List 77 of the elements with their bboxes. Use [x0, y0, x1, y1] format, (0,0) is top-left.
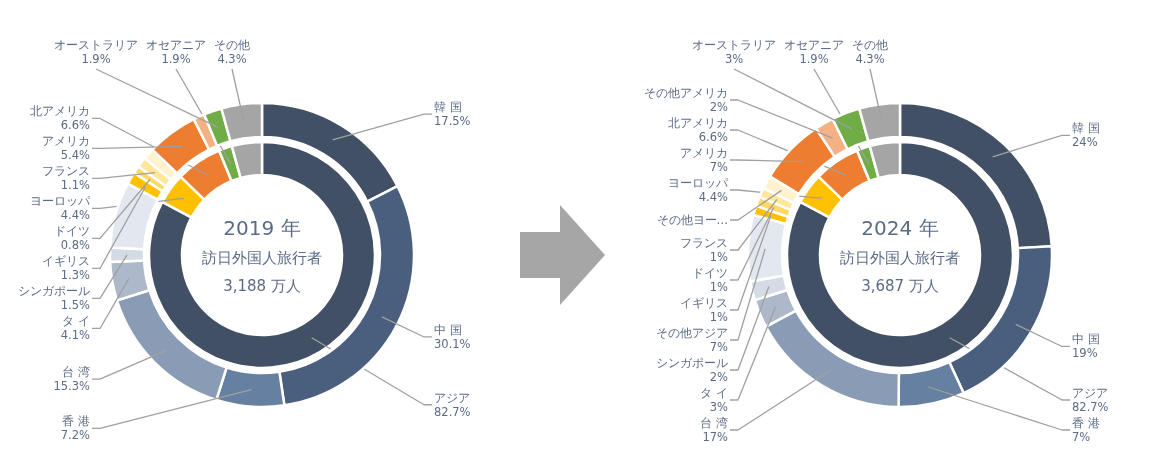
- slice-label: 香 港: [62, 414, 90, 429]
- donut-slice: [147, 140, 377, 370]
- slice-label: オーストラリア: [54, 38, 138, 52]
- slice-label: オーストラリア: [692, 38, 776, 52]
- slice-label: 中 国: [434, 322, 462, 337]
- slice-label: 北アメリカ: [30, 104, 90, 119]
- slice-label: アジア: [1072, 386, 1108, 400]
- data-label: 82.7%: [1072, 400, 1109, 414]
- text: 3,687 万人: [861, 277, 939, 295]
- data-label: 24%: [1072, 135, 1098, 150]
- text: 訪日外国人旅行者: [840, 249, 960, 267]
- data-label: 6.6%: [60, 118, 91, 133]
- slice-label: アジア: [434, 390, 470, 405]
- slice-label: アメリカ: [42, 134, 90, 149]
- data-label: 4.4%: [60, 208, 91, 223]
- data-label: 1.9%: [81, 52, 111, 66]
- text: 2019 年: [223, 216, 301, 240]
- data-label: 7%: [709, 340, 729, 354]
- data-label: 0.8%: [60, 238, 91, 253]
- data-label: 7%: [709, 160, 729, 174]
- data-label: 17%: [702, 430, 729, 444]
- data-label: 7%: [1072, 430, 1091, 444]
- data-label: 4.1%: [60, 328, 91, 343]
- data-label: 17.5%: [434, 114, 471, 129]
- data-label: 5.4%: [60, 148, 91, 163]
- slice-label: ドイツ: [54, 224, 90, 239]
- slice-label: 韓 国: [1072, 121, 1100, 136]
- slice-label: イギリス: [680, 296, 728, 310]
- text: 3,188 万人: [223, 277, 301, 295]
- data-label: 1%: [709, 250, 729, 264]
- data-label: 2%: [709, 370, 729, 384]
- slice-label: 北アメリカ: [668, 116, 728, 130]
- slice-label: オセアニア: [146, 38, 206, 52]
- slice-label: フランス: [42, 164, 90, 179]
- slice-label: シンガポール: [656, 356, 728, 370]
- data-label: 1%: [709, 310, 729, 324]
- data-label: 4.4%: [698, 190, 729, 204]
- slice-label: フランス: [680, 236, 728, 250]
- data-label: 3%: [724, 52, 744, 66]
- slice-label: タ イ: [62, 314, 90, 329]
- slice-label: イギリス: [42, 254, 90, 269]
- data-label: 1.9%: [161, 52, 191, 66]
- slice-label: 台 湾: [700, 416, 728, 430]
- data-label: 1.3%: [60, 268, 91, 283]
- data-label: 2%: [709, 100, 729, 114]
- slice-label: ドイツ: [692, 266, 728, 280]
- data-label: 1%: [709, 280, 729, 294]
- slice-label: オセアニア: [784, 38, 844, 52]
- slice-label: その他: [852, 38, 888, 52]
- data-label: 6.6%: [698, 130, 729, 144]
- slice-label: アメリカ: [680, 146, 728, 160]
- data-label: 15.3%: [53, 379, 91, 394]
- slice-label: 中 国: [1072, 332, 1100, 347]
- slice-label: シンガポール: [18, 284, 90, 299]
- slice-label: 韓 国: [434, 100, 462, 115]
- slice-label: ヨーロッパ: [30, 194, 91, 209]
- slice-label: 香 港: [1072, 416, 1100, 430]
- slice-label: タ イ: [700, 386, 728, 400]
- data-label: 1.1%: [60, 178, 91, 193]
- slice-label: その他: [214, 38, 250, 52]
- data-label: 3%: [709, 400, 729, 414]
- donut-slice: [785, 140, 1015, 370]
- slice-label: その他ヨー…: [656, 213, 728, 227]
- data-label: 30.1%: [434, 336, 471, 351]
- slice-label: その他アメリカ: [644, 86, 728, 100]
- text: 2024 年: [861, 216, 939, 240]
- text: 訪日外国人旅行者: [202, 249, 322, 267]
- slice-label: 台 湾: [62, 365, 90, 380]
- slice-label: ヨーロッパ: [668, 176, 729, 190]
- slice-label: その他アジア: [656, 326, 728, 340]
- data-label: 82.7%: [434, 404, 471, 419]
- data-label: 1.9%: [799, 52, 829, 66]
- data-label: 19%: [1072, 346, 1098, 361]
- data-label: 4.3%: [855, 52, 885, 66]
- data-label: 1.5%: [60, 298, 91, 313]
- data-label: 4.3%: [217, 52, 247, 66]
- data-label: 7.2%: [60, 428, 91, 443]
